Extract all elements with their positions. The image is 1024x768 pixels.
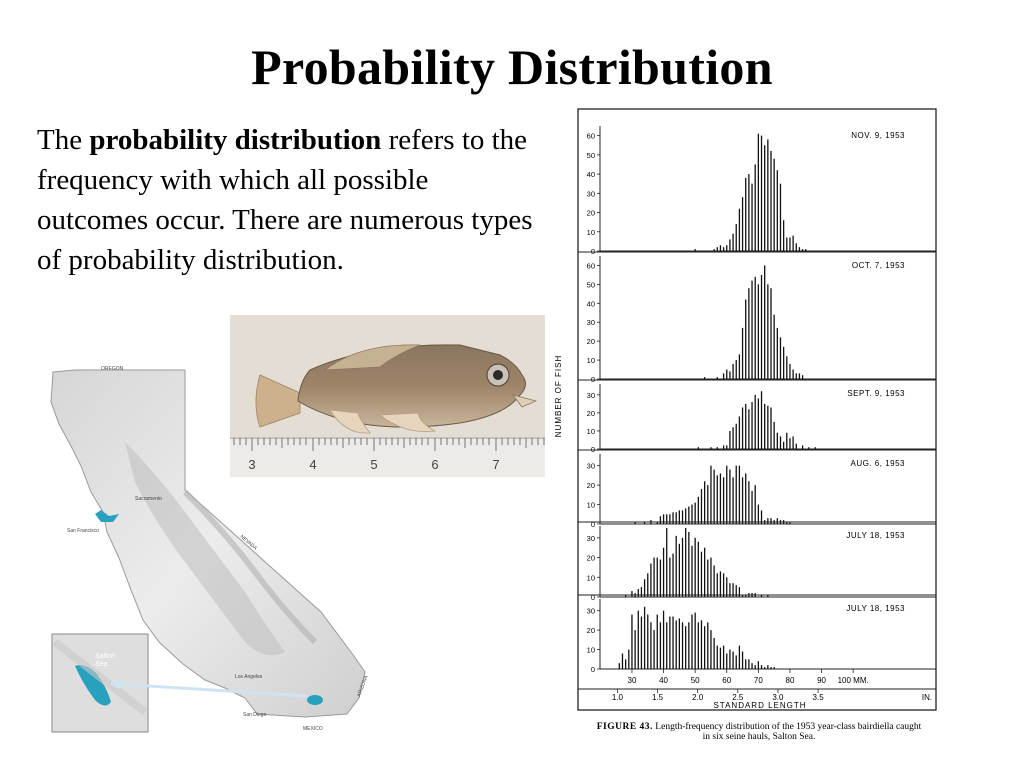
figure-caption-text-2: in six seine hauls, Salton Sea. xyxy=(702,732,816,742)
x-in-tick-label: 1.5 xyxy=(652,693,664,702)
x-mm-tick-label: 90 xyxy=(817,676,826,685)
x-in-tick-label: IN. xyxy=(922,693,932,702)
y-tick-label: 30 xyxy=(587,607,595,616)
y-axis-label: NUMBER OF FISH xyxy=(554,355,563,437)
map-label-san-diego: San Diego xyxy=(243,712,267,718)
y-tick-label: 0 xyxy=(591,520,595,529)
histogram-panel: 0102030405060OCT. 7, 1953 xyxy=(578,251,936,384)
map-label-los-angeles: Los Angeles xyxy=(235,674,263,680)
y-tick-label: 20 xyxy=(587,626,595,635)
panel-title: JULY 18, 1953 xyxy=(846,604,905,613)
histogram-figure: NUMBER OF FISH 0 10 20 30 40 50 60 NOV. 9, 1953… xyxy=(545,106,969,742)
y-tick-label: 0 xyxy=(591,593,595,602)
x-mm-tick-label: 30 xyxy=(628,676,637,685)
y-tick-label: 10 xyxy=(587,356,595,365)
body-text-rest: refers to the frequency with which all p… xyxy=(37,124,533,276)
y-tick-label: 10 xyxy=(587,646,595,655)
x-in-tick-label: 3.5 xyxy=(813,693,825,702)
x-in-tick-label: 2.0 xyxy=(692,693,704,702)
x-mm-tick-label: 70 xyxy=(754,676,763,685)
histogram-panels: 0 10 20 30 40 50 60 NOV. 9, 1953 0 10 20 30 40 50 60 OC… xyxy=(578,126,936,674)
ruler-label: 6 xyxy=(431,457,438,472)
y-tick-label: 20 xyxy=(587,481,595,490)
y-tick-label: 20 xyxy=(587,409,595,418)
x-mm-tick-label: 40 xyxy=(659,676,668,685)
ruler-label: 5 xyxy=(370,457,377,472)
x-axis-mm-scale: 30 40 50 60 70 80 90 100 MM. xyxy=(628,669,869,685)
y-tick-label: 30 xyxy=(587,534,595,543)
y-tick-label: 50 xyxy=(587,151,595,160)
panel-title: AUG. 6, 1953 xyxy=(851,459,906,468)
histogram-panel: 0102030SEPT. 9, 1953 xyxy=(578,379,936,454)
inset-label-sea: Sea xyxy=(95,661,108,668)
histogram-panel: 0 10 20 30 AUG. 6, 1953 xyxy=(578,449,936,529)
ruler-label: 4 xyxy=(309,457,316,472)
x-in-tick-label: 3.0 xyxy=(772,693,784,702)
map-label-mexico: MEXICO xyxy=(303,726,323,732)
y-tick-label: 30 xyxy=(587,318,595,327)
map-label-sacramento: Sacramento xyxy=(135,496,162,502)
y-tick-label: 20 xyxy=(587,209,595,218)
x-mm-tick-label: 50 xyxy=(691,676,700,685)
y-tick-label: 60 xyxy=(587,261,595,270)
panel-title: SEPT. 9, 1953 xyxy=(847,389,905,398)
y-tick-label: 10 xyxy=(587,573,595,582)
body-text-intro: The xyxy=(37,124,90,156)
x-axis-label: STANDARD LENGTH xyxy=(713,701,806,710)
y-tick-label: 10 xyxy=(587,228,595,237)
y-tick-label: 10 xyxy=(587,501,595,510)
x-in-tick-label: 1.0 xyxy=(612,693,624,702)
histogram-panel: 0102030405060NOV. 9, 1953 xyxy=(587,126,936,256)
y-tick-label: 30 xyxy=(587,391,595,400)
figure-caption: FIGURE 43. Length-frequency distribution… xyxy=(553,722,965,742)
y-tick-label: 20 xyxy=(587,337,595,346)
x-axis: 30 40 50 60 70 80 90 100 MM. 1.0 1.5 2.0 2.5 3.0 3.5… xyxy=(578,669,936,710)
map-label-san-francisco: San Francisco xyxy=(67,528,99,534)
histogram-panel: 0 10 20 30 JULY 18, 1953 xyxy=(578,521,936,602)
y-tick-label: 40 xyxy=(587,299,595,308)
y-tick-label: 50 xyxy=(587,280,595,289)
ruler-label: 7 xyxy=(492,457,499,472)
figure-caption-text-1: Length-frequency distribution of the 195… xyxy=(655,722,922,732)
y-tick-label: 60 xyxy=(587,132,595,141)
panel-title: JULY 18, 1953 xyxy=(846,531,905,540)
inset-label-salton: Salton xyxy=(95,653,115,660)
figure-caption-label: FIGURE 43. xyxy=(596,722,653,732)
map-label-oregon: OREGON xyxy=(101,366,124,372)
x-axis-inch-scale: 1.0 1.5 2.0 2.5 3.0 3.5 IN. xyxy=(612,689,932,702)
x-mm-tick-label: 80 xyxy=(786,676,795,685)
y-tick-label: 30 xyxy=(587,189,595,198)
ruler-label: 3 xyxy=(248,457,255,472)
panel-title: NOV. 9, 1953 xyxy=(851,131,905,140)
slide-title: Probability Distribution xyxy=(251,39,773,95)
x-in-tick-label: 2.5 xyxy=(732,693,744,702)
histogram-panel: 0 10 20 30 JULY 18, 1953 xyxy=(578,594,936,674)
y-tick-label: 30 xyxy=(587,462,595,471)
california-map: OREGON NEVADA ARIZONA MEXICO Sacramento … xyxy=(50,366,370,733)
x-mm-tick-label: 60 xyxy=(722,676,731,685)
y-tick-label: 40 xyxy=(587,170,595,179)
body-text-term: probability distribution xyxy=(89,124,382,156)
y-tick-label: 0 xyxy=(591,665,595,674)
x-mm-tick-label: 100 MM. xyxy=(838,676,869,685)
y-tick-label: 20 xyxy=(587,554,595,563)
y-tick-label: 10 xyxy=(587,427,595,436)
panel-title: OCT. 7, 1953 xyxy=(852,261,905,270)
fish-photo: 3 4 5 6 7 xyxy=(230,315,550,477)
slide-body-text: The probability distribution refers to t… xyxy=(37,120,542,280)
